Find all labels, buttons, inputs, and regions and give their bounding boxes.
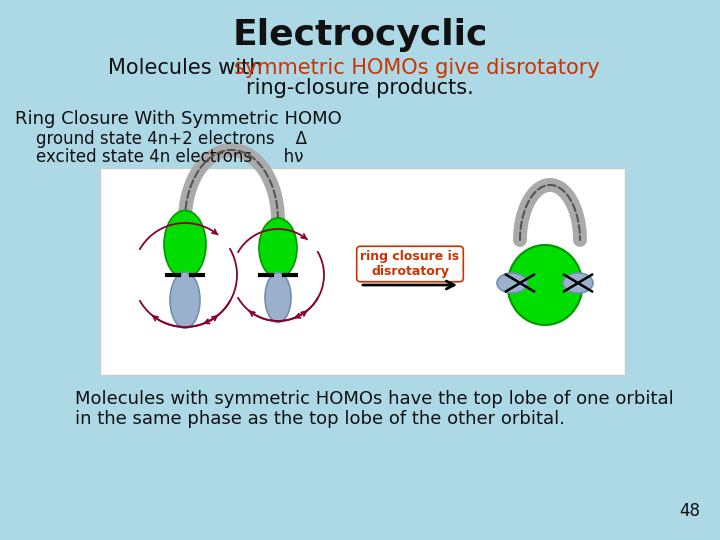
- Text: Electrocyclic: Electrocyclic: [233, 18, 487, 52]
- Ellipse shape: [508, 245, 582, 325]
- Text: Molecules with: Molecules with: [108, 58, 269, 78]
- Ellipse shape: [563, 273, 593, 293]
- Text: ring closure is
disrotatory: ring closure is disrotatory: [361, 250, 459, 278]
- Text: in the same phase as the top lobe of the other orbital.: in the same phase as the top lobe of the…: [75, 410, 565, 428]
- Ellipse shape: [497, 273, 527, 293]
- Ellipse shape: [259, 218, 297, 278]
- Ellipse shape: [265, 273, 291, 322]
- Text: Molecules with symmetric HOMOs have the top lobe of one orbital: Molecules with symmetric HOMOs have the …: [75, 390, 674, 408]
- Text: symmetric HOMOs give disrotatory: symmetric HOMOs give disrotatory: [234, 58, 600, 78]
- Text: ring-closure products.: ring-closure products.: [246, 78, 474, 98]
- Text: 48: 48: [679, 502, 700, 520]
- Ellipse shape: [164, 211, 206, 279]
- Ellipse shape: [170, 272, 200, 328]
- Text: ground state 4n+2 electrons    Δ: ground state 4n+2 electrons Δ: [15, 130, 307, 148]
- Text: Ring Closure With Symmetric HOMO: Ring Closure With Symmetric HOMO: [15, 110, 342, 128]
- Text: excited state 4n electrons      hν: excited state 4n electrons hν: [15, 148, 304, 166]
- Bar: [100, 168, 625, 375]
